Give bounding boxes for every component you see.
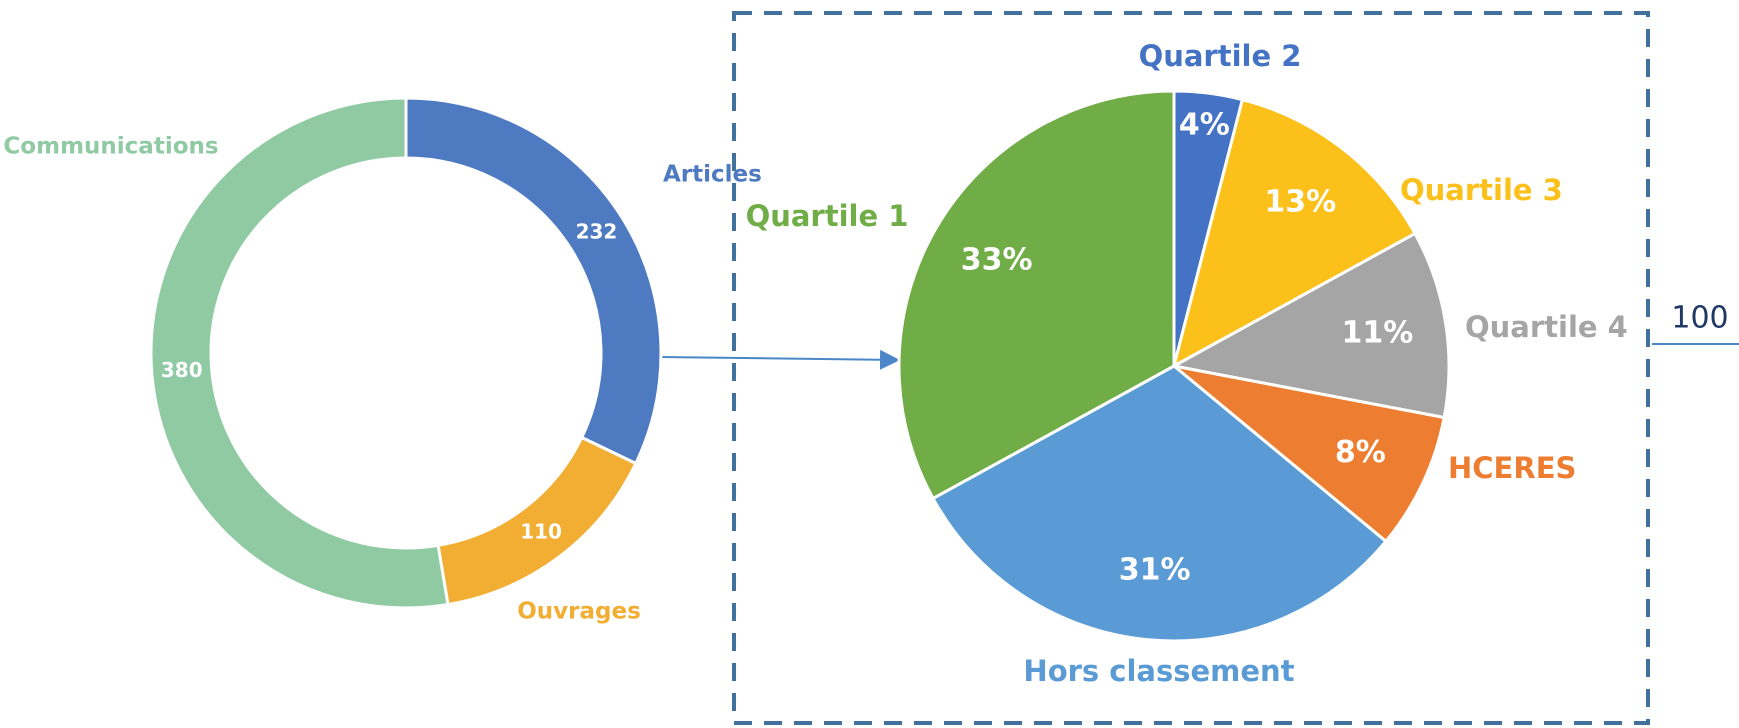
category-label: Articles — [663, 162, 762, 188]
arrow — [659, 349, 900, 370]
value-label: 110 — [520, 519, 562, 543]
dashed-frame — [732, 11, 1650, 725]
value-label: 4% — [1179, 107, 1230, 142]
value-label: 8% — [1335, 435, 1386, 470]
category-label: HCERES — [1448, 451, 1576, 485]
category-label: Hors classement — [1023, 654, 1294, 688]
value-label: 11% — [1342, 315, 1414, 350]
category-label: Quartile 3 — [1400, 173, 1563, 207]
category-label: Quartile 4 — [1465, 310, 1628, 344]
slice — [1173, 364, 1446, 544]
slice — [930, 364, 1389, 643]
slice — [1171, 97, 1418, 369]
category-label: Quartile 2 — [1139, 39, 1302, 73]
category-label: Communications — [3, 134, 218, 160]
side-label: 100 — [1671, 301, 1728, 336]
value-label: 380 — [161, 358, 203, 382]
category-label: Ouvrages — [517, 599, 641, 625]
value-label: 31% — [1119, 553, 1191, 588]
slice — [897, 89, 1176, 501]
category-label: Quartile 1 — [746, 199, 909, 233]
slice — [149, 96, 450, 610]
value-label: 33% — [961, 243, 1033, 278]
value-label: 232 — [576, 220, 618, 244]
slice — [1169, 231, 1451, 420]
value-label: 13% — [1264, 185, 1336, 220]
slice — [404, 96, 663, 466]
